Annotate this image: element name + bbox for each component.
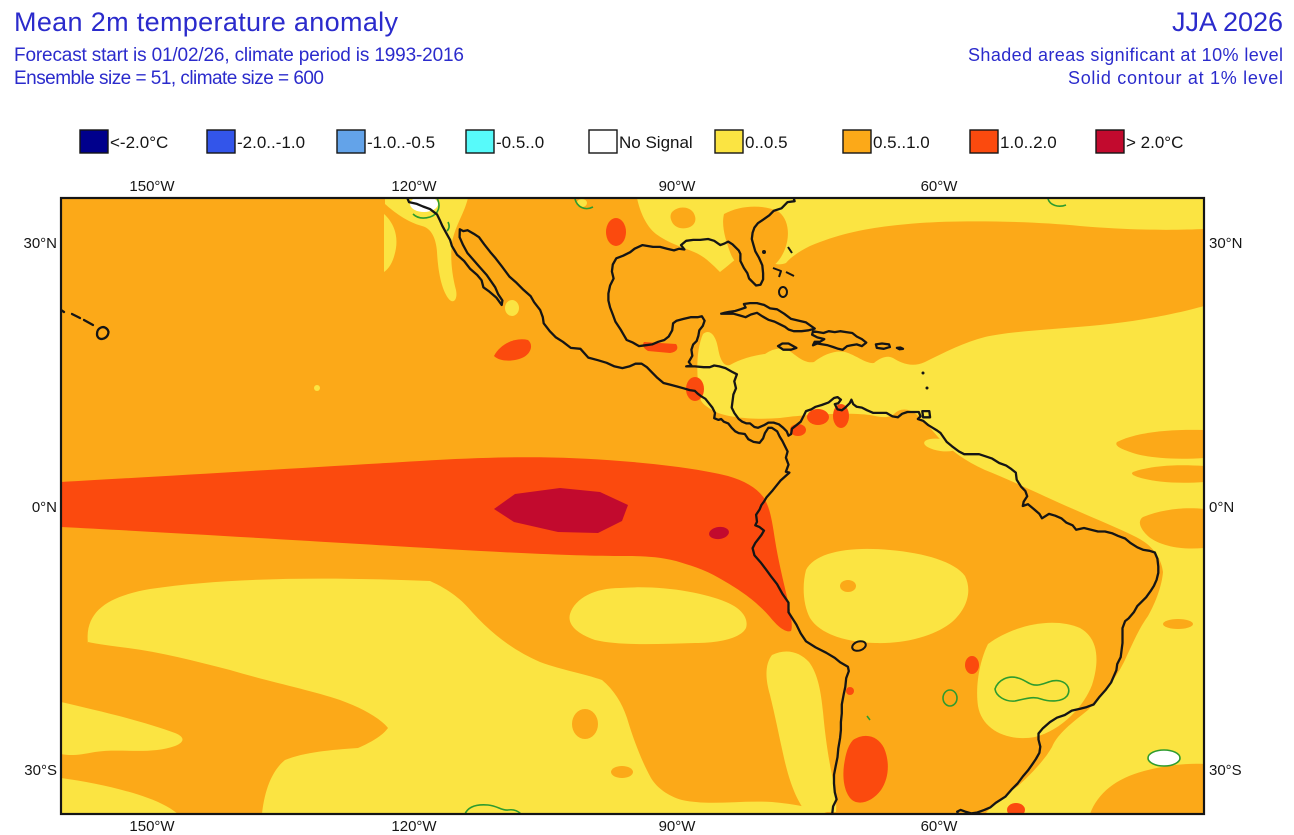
svg-text:150°W: 150°W: [129, 178, 175, 195]
svg-text:0..0.5: 0..0.5: [745, 133, 788, 152]
svg-text:Ensemble size = 51, climate si: Ensemble size = 51, climate size = 600: [14, 68, 324, 89]
svg-text:JJA 2026: JJA 2026: [1172, 7, 1283, 37]
svg-text:Forecast start is 01/02/26, cl: Forecast start is 01/02/26, climate peri…: [14, 45, 464, 66]
svg-text:30°S: 30°S: [1209, 762, 1242, 779]
svg-text:Solid contour at 1% level: Solid contour at 1% level: [1068, 68, 1283, 88]
svg-text:-2.0..-1.0: -2.0..-1.0: [237, 133, 305, 152]
svg-text:30°N: 30°N: [23, 235, 57, 252]
svg-text:No Signal: No Signal: [619, 133, 693, 152]
svg-text:1.0..2.0: 1.0..2.0: [1000, 133, 1057, 152]
svg-text:Shaded areas significant at 10: Shaded areas significant at 10% level: [968, 45, 1283, 65]
svg-text:30°S: 30°S: [24, 762, 57, 779]
svg-text:<-2.0°C: <-2.0°C: [110, 133, 168, 152]
svg-text:60°W: 60°W: [921, 818, 959, 835]
svg-text:0°N: 0°N: [32, 499, 57, 516]
svg-text:-1.0..-0.5: -1.0..-0.5: [367, 133, 435, 152]
svg-text:60°W: 60°W: [921, 178, 959, 195]
svg-text:150°W: 150°W: [129, 818, 175, 835]
svg-text:0°N: 0°N: [1209, 499, 1234, 516]
svg-text:120°W: 120°W: [391, 178, 437, 195]
svg-text:-0.5..0: -0.5..0: [496, 133, 544, 152]
svg-text:120°W: 120°W: [391, 818, 437, 835]
svg-text:Mean 2m temperature anomaly: Mean 2m temperature anomaly: [14, 7, 399, 37]
svg-text:90°W: 90°W: [659, 818, 697, 835]
svg-text:> 2.0°C: > 2.0°C: [1126, 133, 1183, 152]
svg-text:30°N: 30°N: [1209, 235, 1243, 252]
svg-text:0.5..1.0: 0.5..1.0: [873, 133, 930, 152]
svg-text:90°W: 90°W: [659, 178, 697, 195]
